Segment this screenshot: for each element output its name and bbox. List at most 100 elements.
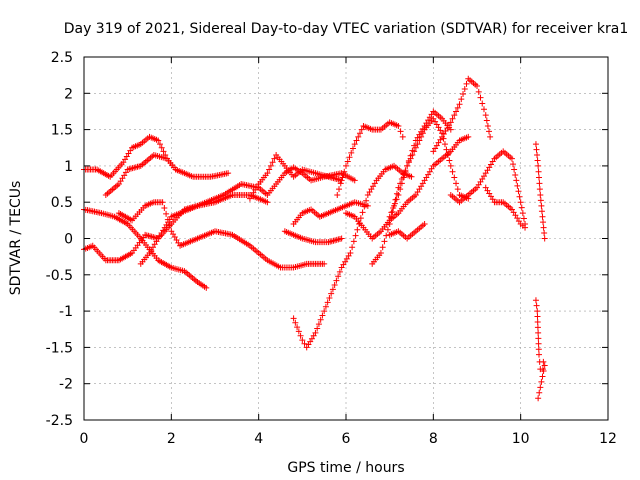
data-point xyxy=(517,199,524,206)
data-point xyxy=(334,191,341,198)
data-point xyxy=(520,215,527,222)
data-point xyxy=(460,91,467,98)
data-point xyxy=(338,235,345,242)
data-point xyxy=(534,324,541,331)
data-point xyxy=(386,213,393,220)
data-point xyxy=(510,161,517,168)
data-point xyxy=(317,316,324,323)
data-point xyxy=(350,238,357,245)
data-point xyxy=(447,126,454,133)
y-tick-label: -1.5 xyxy=(46,340,73,356)
data-point xyxy=(541,362,548,369)
data-point xyxy=(172,166,179,173)
data-point xyxy=(294,324,301,331)
y-tick-label: -1 xyxy=(59,304,73,320)
data-point xyxy=(405,157,412,164)
y-tick-label: 2.5 xyxy=(51,50,73,66)
data-point xyxy=(421,220,428,227)
data-point xyxy=(539,213,546,220)
data-point xyxy=(411,142,418,149)
data-point xyxy=(319,312,326,319)
data-point xyxy=(540,367,547,374)
x-tick-label: 10 xyxy=(512,431,530,447)
data-point xyxy=(351,141,358,148)
data-point xyxy=(537,191,544,198)
data-point xyxy=(535,162,542,169)
data-point xyxy=(271,155,278,162)
data-point xyxy=(267,162,274,169)
data-point xyxy=(534,313,541,320)
series-arc-3 xyxy=(81,191,271,264)
data-point xyxy=(358,126,365,133)
data-point xyxy=(536,174,543,181)
data-point xyxy=(447,162,454,169)
data-point xyxy=(484,122,491,129)
data-point xyxy=(356,220,363,227)
series-arc-19 xyxy=(532,141,548,242)
data-point xyxy=(511,166,518,173)
data-point xyxy=(349,145,356,152)
x-tick-label: 4 xyxy=(254,431,263,447)
series-arc-13 xyxy=(369,115,472,267)
data-point xyxy=(393,196,400,203)
data-point xyxy=(536,180,543,187)
data-point xyxy=(379,244,386,251)
data-point xyxy=(441,141,448,148)
data-point xyxy=(264,199,271,206)
data-point xyxy=(361,203,368,210)
data-point xyxy=(404,162,411,169)
data-point xyxy=(540,358,547,365)
y-tick-label: -0.5 xyxy=(46,268,73,284)
data-point xyxy=(336,186,343,193)
data-point xyxy=(347,250,354,257)
data-point xyxy=(266,166,273,173)
data-point xyxy=(537,197,544,204)
data-point xyxy=(407,152,414,159)
data-point xyxy=(483,117,490,124)
data-point xyxy=(539,373,546,380)
y-axis-label: SDTVAR / TECUs xyxy=(8,181,24,296)
data-point xyxy=(535,346,542,353)
data-point xyxy=(474,83,480,90)
data-point xyxy=(314,325,321,332)
data-point xyxy=(541,235,548,242)
series-arc-5 xyxy=(115,199,328,271)
data-point xyxy=(331,281,338,288)
data-point xyxy=(161,205,168,212)
series-arc-20 xyxy=(532,297,548,402)
data-point xyxy=(299,337,306,344)
data-point xyxy=(533,146,540,153)
data-point xyxy=(397,128,404,135)
data-point xyxy=(516,193,523,200)
data-point xyxy=(339,174,346,181)
data-point xyxy=(315,321,322,328)
series-arc-12 xyxy=(343,133,472,242)
data-point xyxy=(359,209,366,216)
data-point xyxy=(477,94,484,101)
data-point xyxy=(461,85,468,92)
data-point xyxy=(402,168,409,175)
data-point xyxy=(512,171,519,178)
data-point xyxy=(363,197,370,204)
data-point xyxy=(337,180,344,187)
data-point xyxy=(535,329,542,336)
data-point xyxy=(532,297,539,304)
data-point xyxy=(312,329,319,336)
data-point xyxy=(540,219,547,226)
data-point xyxy=(346,154,353,161)
data-point xyxy=(522,224,529,231)
data-point xyxy=(519,210,526,217)
chart-title: Day 319 of 2021, Sidereal Day-to-day VTE… xyxy=(64,21,629,37)
data-point xyxy=(352,232,359,239)
data-point xyxy=(336,268,343,275)
data-point xyxy=(351,177,358,184)
data-point xyxy=(540,224,547,231)
data-point xyxy=(443,146,450,153)
data-point xyxy=(400,174,407,181)
data-point xyxy=(353,137,360,144)
data-point xyxy=(409,147,416,154)
axis-ticks: 0 2 4 6 8 10 12 -2.5 -2 -1.5 -1 -0.5 0 0.5 1 1.5 2 2.5 xyxy=(46,50,617,447)
data-point xyxy=(534,152,541,159)
y-tick-label: 1.5 xyxy=(51,123,73,139)
data-point xyxy=(269,159,276,166)
